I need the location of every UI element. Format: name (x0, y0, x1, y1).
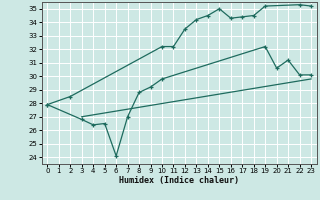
X-axis label: Humidex (Indice chaleur): Humidex (Indice chaleur) (119, 176, 239, 185)
